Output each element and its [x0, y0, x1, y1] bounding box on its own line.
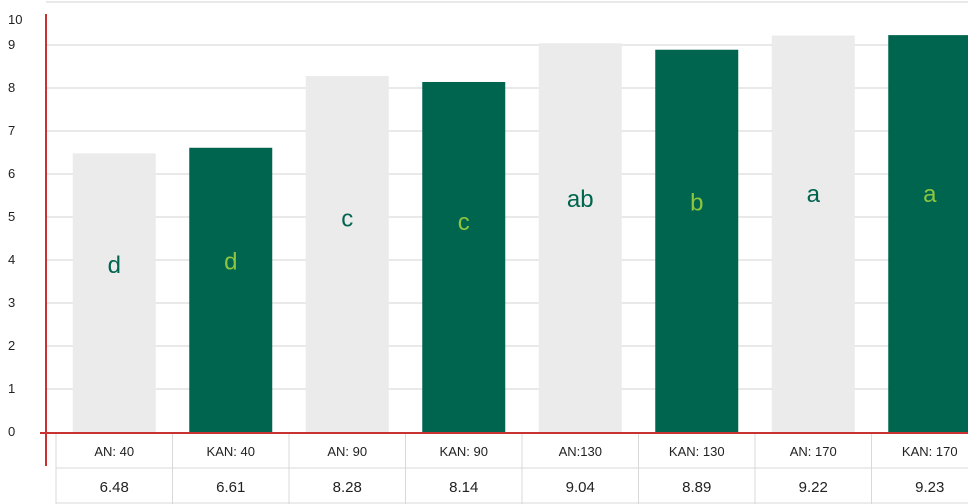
- data-label: 9.04: [566, 479, 595, 496]
- significance-letter: a: [807, 181, 821, 208]
- x-tick-label: KAN: 170: [902, 444, 958, 459]
- x-tick-label: AN: 40: [94, 444, 134, 459]
- significance-letters: d d c c ab b a a: [108, 181, 938, 279]
- data-label: 9.22: [799, 479, 828, 496]
- significance-letter: d: [108, 252, 121, 279]
- data-label: 8.89: [682, 479, 711, 496]
- data-label: 9.23: [915, 479, 944, 496]
- category-table: AN: 40 6.48 KAN: 40 6.61 AN: 90 8.28 KAN: 90 8.…: [55, 434, 968, 504]
- data-label: 8.28: [333, 479, 362, 496]
- y-tick-label: 2: [8, 338, 15, 353]
- bars: [72, 35, 968, 433]
- y-tick-label: 7: [8, 123, 15, 138]
- significance-letter: b: [690, 190, 703, 217]
- y-tick-label: 0: [8, 424, 15, 439]
- bar: [655, 49, 739, 432]
- bar: [189, 147, 273, 432]
- y-tick-label: 10: [8, 12, 22, 27]
- x-tick-label: KAN: 130: [669, 444, 725, 459]
- y-tick-label: 8: [8, 80, 15, 95]
- x-tick-label: KAN: 40: [207, 444, 255, 459]
- bar: [771, 35, 855, 432]
- y-tick-label: 4: [8, 252, 15, 267]
- data-label: 6.48: [100, 479, 129, 496]
- x-tick-label: AN: 170: [790, 444, 837, 459]
- bar: [888, 35, 968, 433]
- x-tick-label: KAN: 90: [440, 444, 488, 459]
- y-tick-label: 6: [8, 166, 15, 181]
- y-tick-label: 3: [8, 295, 15, 310]
- data-label: 8.14: [449, 479, 478, 496]
- bar: [422, 81, 506, 432]
- x-tick-label: AN:130: [559, 444, 602, 459]
- y-tick-label: 9: [8, 37, 15, 52]
- bar: [538, 43, 622, 432]
- significance-letter: c: [341, 205, 353, 232]
- significance-letter: a: [923, 181, 937, 208]
- significance-letter: c: [458, 209, 470, 236]
- data-label: 6.61: [216, 479, 245, 496]
- y-axis-ticks: 0 1 2 3 4 5 6 7 8 9 10: [8, 12, 22, 439]
- bar: [72, 153, 156, 433]
- significance-letter: ab: [567, 186, 594, 213]
- x-tick-label: AN: 90: [327, 444, 367, 459]
- y-tick-label: 1: [8, 381, 15, 396]
- bar: [305, 75, 389, 433]
- significance-letter: d: [224, 248, 237, 275]
- y-tick-label: 5: [8, 209, 15, 224]
